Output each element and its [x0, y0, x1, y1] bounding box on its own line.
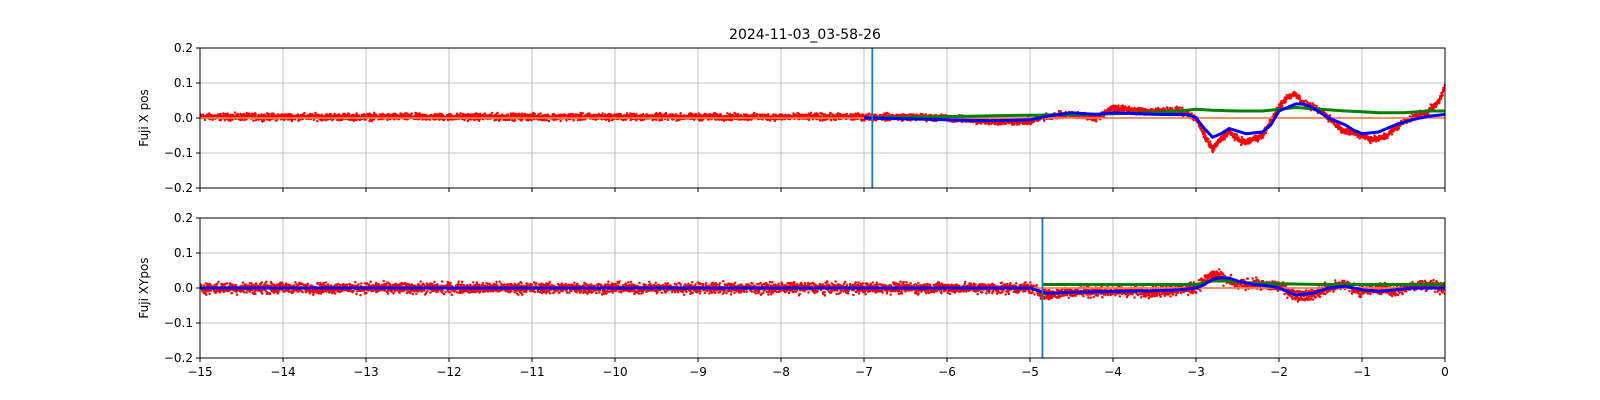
y-tick-label: −0.1 — [164, 146, 193, 160]
x-tick-label: −2 — [1270, 365, 1288, 379]
y-tick-label: −0.2 — [164, 181, 193, 195]
y-tick-label: −0.1 — [164, 316, 193, 330]
plot-area — [200, 48, 1445, 188]
x-tick-label: −9 — [689, 365, 707, 379]
y-axis-label: Fuji X pos — [137, 89, 151, 147]
smooth-series-line — [863, 102, 1445, 140]
trend-series-line — [863, 105, 1445, 120]
y-tick-label: 0.1 — [174, 246, 193, 260]
x-tick-label: 0 — [1441, 365, 1449, 379]
x-tick-label: −7 — [855, 365, 873, 379]
y-tick-label: 0.2 — [174, 41, 193, 55]
x-tick-label: −6 — [938, 365, 956, 379]
x-tick-label: −5 — [1021, 365, 1039, 379]
y-tick-label: 0.0 — [174, 281, 193, 295]
chart-title: 2024-11-03_03-58-26 — [729, 27, 881, 43]
subplot-xy-pos: −15 −14 −13 −12 −11 −10 −9 −8 −7 −6 −5 −4 −3 −2 −1 0−0.… — [137, 211, 1449, 379]
y-tick-label: 0.2 — [174, 211, 193, 225]
smooth-series-line — [200, 275, 1445, 297]
plot-area — [200, 218, 1445, 358]
x-tick-label: −8 — [772, 365, 790, 379]
x-tick-label: −12 — [436, 365, 461, 379]
x-tick-label: −13 — [353, 365, 378, 379]
subplot-x-pos: −0.2 −0.1 0.0 0.1 0.2 Fuji X pos — [137, 41, 1446, 195]
x-tick-label: −3 — [1187, 365, 1205, 379]
x-tick-label: −14 — [270, 365, 295, 379]
x-tick-label: −1 — [1353, 365, 1371, 379]
y-tick-label: 0.0 — [174, 111, 193, 125]
x-tick-label: −15 — [187, 365, 212, 379]
trend-series-line — [1042, 279, 1445, 286]
x-tick-label: −10 — [602, 365, 627, 379]
y-tick-label: −0.2 — [164, 351, 193, 365]
y-axis-label: Fuji XYpos — [137, 257, 151, 318]
x-tick-label: −11 — [519, 365, 544, 379]
y-tick-label: 0.1 — [174, 76, 193, 90]
x-tick-label: −4 — [1104, 365, 1122, 379]
